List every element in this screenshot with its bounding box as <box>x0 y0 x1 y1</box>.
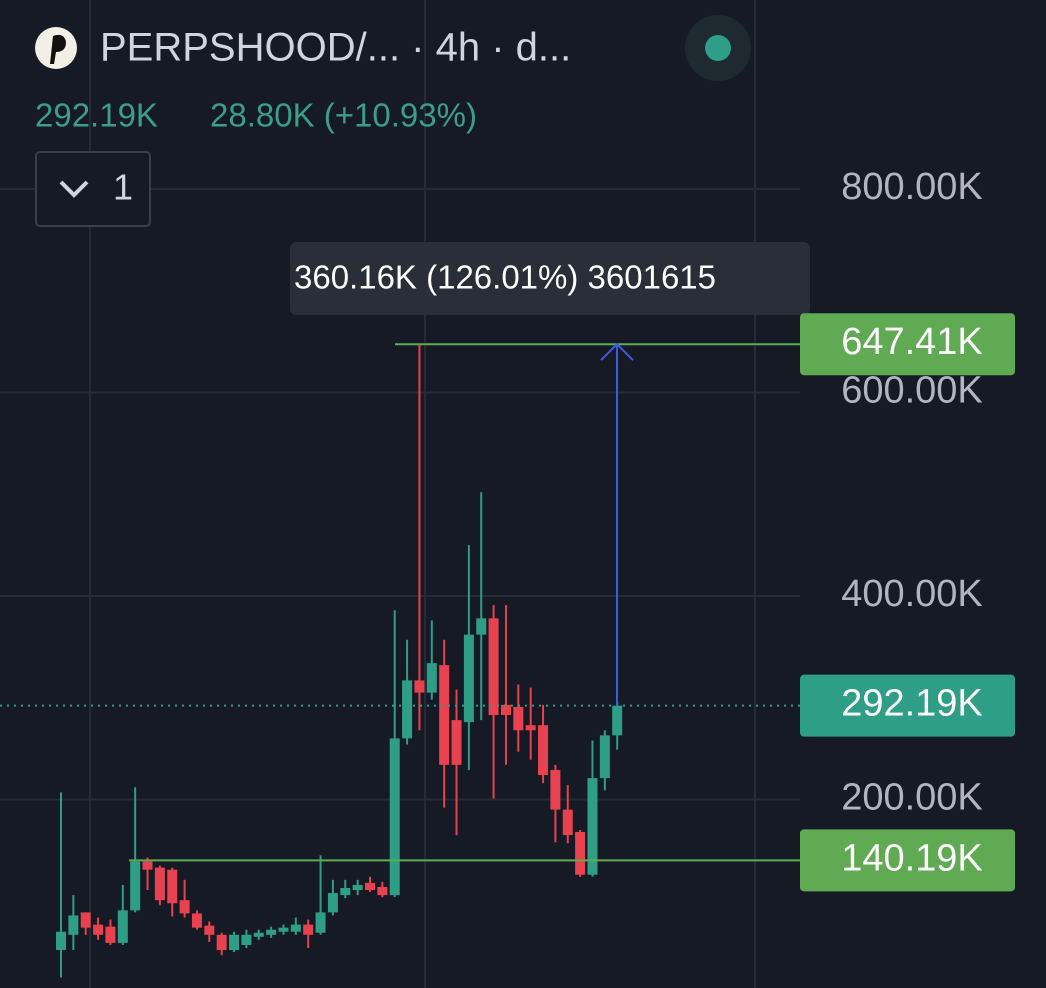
candle-body <box>414 680 425 693</box>
y-tick-label: 400.00K <box>841 573 983 615</box>
candle-body <box>80 912 91 928</box>
price-label-box <box>800 829 1015 892</box>
last-price: 292.19K <box>35 97 158 134</box>
candle-body <box>253 932 264 937</box>
candle-body <box>93 924 104 935</box>
candle-body <box>56 931 66 951</box>
measure-tooltip-box <box>290 242 810 315</box>
candle-body <box>204 925 215 935</box>
header: PERPSHOOD/... · 4h · d... 292.19K 28.80K… <box>35 15 751 227</box>
candle-body <box>587 778 598 875</box>
candle-body <box>612 705 623 736</box>
candle-body <box>216 934 227 951</box>
candle-body <box>575 832 586 875</box>
status-dot <box>705 35 731 61</box>
symbol-title[interactable]: PERPSHOOD/... · 4h · d... <box>100 26 571 70</box>
candle-body <box>105 926 116 943</box>
candle-body <box>377 886 388 896</box>
chevron-icon <box>59 180 89 198</box>
candle-body <box>500 704 511 716</box>
plot: 360.16K (126.01%) 3601615 <box>0 242 810 978</box>
candle-body <box>426 663 437 693</box>
candle-body <box>538 725 549 776</box>
candle-body <box>130 861 141 911</box>
last-price-box <box>800 674 1015 737</box>
candle-body <box>439 665 450 765</box>
logo-glyph <box>50 34 66 64</box>
candle-body <box>278 927 289 932</box>
candle-body <box>179 900 190 914</box>
candle-body <box>352 884 363 891</box>
measure-tooltip: 360.16K (126.01%) 3601615 <box>290 242 810 315</box>
candle-body <box>68 915 79 935</box>
candle-body <box>389 738 400 896</box>
candle-body <box>154 867 165 901</box>
candle-body <box>488 618 499 716</box>
candle-body <box>229 934 240 951</box>
candle-body <box>402 680 413 739</box>
price-label: 647.41K <box>841 321 983 363</box>
candle-body <box>315 912 326 933</box>
candle-body <box>599 735 610 779</box>
candle-body <box>513 706 524 731</box>
candle-body <box>117 910 128 943</box>
price-axis: 200.00K 400.00K 600.00K 800.00K 647.41K 140.1… <box>800 166 1015 892</box>
price-label-box <box>800 313 1015 376</box>
candle-body <box>241 934 252 945</box>
price-change: 28.80K (+10.93%) <box>210 97 477 134</box>
candle-body <box>463 634 474 723</box>
candle-body <box>142 861 153 870</box>
candle-body <box>303 924 314 935</box>
price-label: 140.19K <box>841 837 983 879</box>
candle-body <box>191 913 202 928</box>
y-tick-label: 600.00K <box>841 369 983 411</box>
candle-body <box>167 869 178 904</box>
candle-body <box>340 887 351 896</box>
candle-body <box>365 882 375 891</box>
candle-body <box>562 809 573 836</box>
measure-arrowhead <box>600 342 634 361</box>
last-price-label: 292.19K <box>841 683 983 725</box>
candle-body <box>290 924 301 932</box>
y-tick-label: 800.00K <box>841 166 983 208</box>
y-tick-label: 200.00K <box>841 776 983 818</box>
measure-label: 360.16K (126.01%) 3601615 <box>294 259 716 296</box>
candle-body <box>266 929 277 935</box>
candle-body <box>327 893 338 913</box>
indicator-toggle[interactable] <box>35 151 151 227</box>
indicator-count: 1 <box>113 167 133 208</box>
candle-body <box>525 725 536 731</box>
candle-body <box>476 618 487 635</box>
candle-body <box>451 720 462 765</box>
candle-body <box>550 769 561 810</box>
